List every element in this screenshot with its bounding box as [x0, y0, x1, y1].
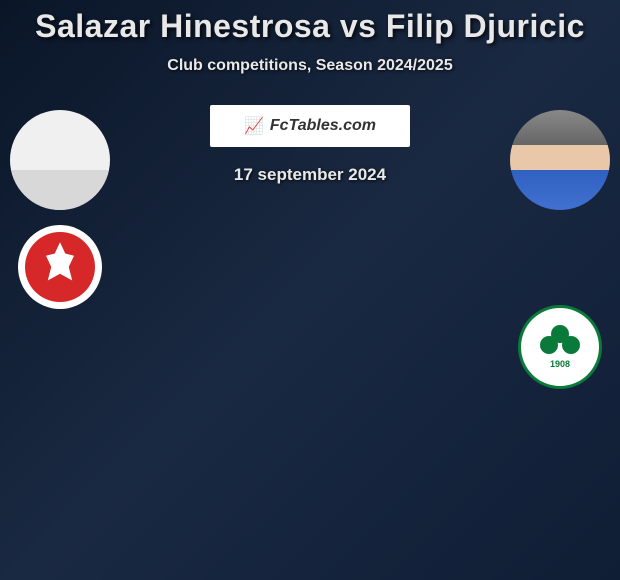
- club-badge-left: [18, 225, 102, 309]
- club-badge-right: 1908: [518, 305, 602, 389]
- subtitle: Club competitions, Season 2024/2025: [0, 57, 620, 75]
- chart-icon: 📈: [244, 116, 264, 136]
- branding-badge: 📈 FcTables.com: [210, 105, 410, 147]
- page-title: Salazar Hinestrosa vs Filip Djuricic: [0, 8, 620, 45]
- player-photo-left: [10, 110, 110, 210]
- badge-right-emblem: 1908: [530, 317, 590, 377]
- branding-text: FcTables.com: [270, 117, 376, 135]
- badge-year: 1908: [550, 359, 570, 369]
- player-photo-right: [510, 110, 610, 210]
- infographic-container: Salazar Hinestrosa vs Filip Djuricic Clu…: [0, 0, 620, 580]
- badge-left-emblem: [25, 232, 95, 302]
- main-area: 1908 📈 FcTables.com 17 september 2024: [0, 105, 620, 185]
